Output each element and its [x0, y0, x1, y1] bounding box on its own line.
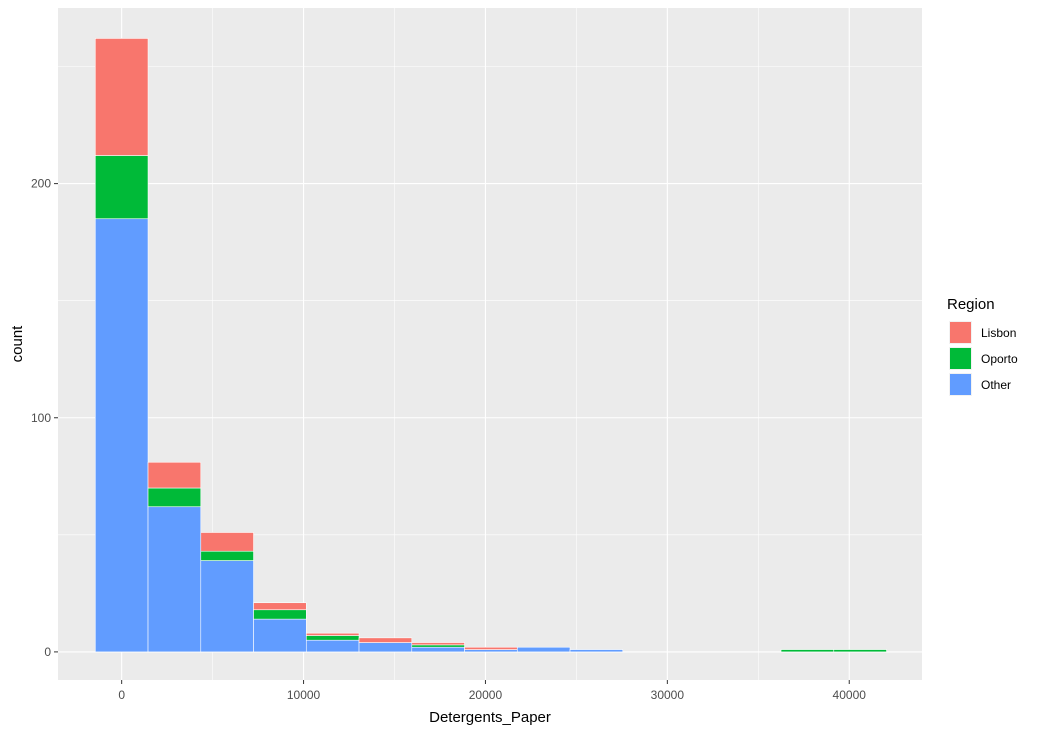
x-axis-title: Detergents_Paper: [429, 709, 551, 726]
bar-oporto: [94, 155, 149, 220]
bar-lisbon: [94, 38, 149, 156]
legend-label-lisbon: Lisbon: [981, 326, 1016, 340]
x-tick-label: 0: [118, 688, 125, 702]
bar-lisbon: [411, 642, 465, 646]
bar-other: [200, 560, 254, 653]
y-axis-title: count: [9, 325, 26, 363]
bar-other: [569, 649, 624, 653]
x-axis-ticks: 0 10000 20000 30000 40000: [118, 680, 866, 702]
legend-key-other: [950, 374, 971, 395]
bar-lisbon: [200, 532, 254, 552]
legend-label-oporto: Oporto: [981, 352, 1018, 366]
legend-key-oporto: [950, 348, 971, 369]
bar-other: [464, 649, 518, 653]
bar-lisbon: [253, 602, 307, 611]
y-tick-label: 100: [31, 411, 51, 425]
bar-other: [358, 642, 413, 653]
y-tick-label: 0: [44, 645, 51, 659]
x-tick-label: 20000: [469, 688, 503, 702]
bar-other: [516, 646, 571, 653]
bar-lisbon: [358, 637, 413, 643]
x-tick-label: 10000: [287, 688, 321, 702]
bar-oporto: [147, 487, 202, 508]
x-tick-label: 30000: [651, 688, 685, 702]
y-axis-ticks: 0 100 200: [31, 177, 58, 659]
x-tick-label: 40000: [833, 688, 867, 702]
legend-label-other: Other: [981, 378, 1011, 392]
bar-oporto: [305, 635, 360, 641]
legend-key-lisbon: [950, 322, 971, 343]
bar-lisbon: [147, 461, 202, 489]
bar-other: [305, 639, 360, 653]
minor-gridlines: [58, 8, 922, 680]
bar-other: [147, 506, 202, 653]
bar-oporto: [253, 609, 307, 620]
bar-oporto: [411, 644, 465, 648]
bar-lisbon: [305, 632, 360, 636]
bar-oporto: [833, 649, 887, 653]
bar-oporto: [200, 550, 254, 561]
bar-other: [94, 218, 149, 653]
bar-other: [253, 618, 307, 653]
y-tick-label: 200: [31, 177, 51, 191]
bar-lisbon: [464, 646, 518, 650]
bar-other: [411, 646, 465, 653]
bar-oporto: [780, 649, 835, 653]
legend: Region Lisbon Oporto Other: [947, 296, 1018, 396]
histogram-bars: [94, 38, 887, 653]
legend-title: Region: [947, 296, 995, 313]
